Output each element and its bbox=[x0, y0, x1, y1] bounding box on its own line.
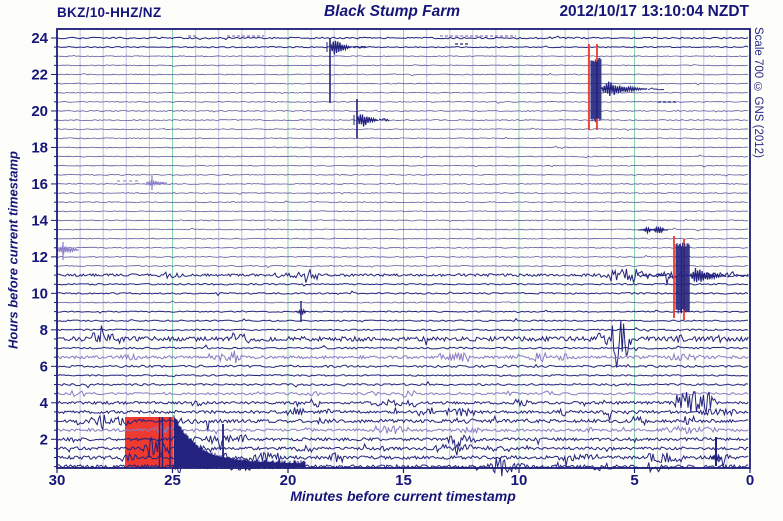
site-name-title: Black Stump Farm bbox=[323, 3, 461, 20]
y-tick-label: 8 bbox=[40, 322, 48, 339]
seismic-events bbox=[56, 38, 750, 467]
dash-marks bbox=[188, 35, 678, 103]
y-tick-label: 6 bbox=[40, 358, 48, 375]
x-tick-label: 5 bbox=[630, 472, 638, 489]
y-tick-label: 20 bbox=[31, 103, 48, 120]
station-channel-label: BKZ/10-HHZ/NZ bbox=[57, 5, 162, 20]
x-tick-label: 25 bbox=[164, 472, 181, 489]
trace-rows bbox=[57, 35, 749, 477]
y-tick-label: 16 bbox=[31, 176, 48, 193]
x-tick-label: 20 bbox=[280, 472, 297, 489]
x-axis-title: Minutes before current timestamp bbox=[290, 488, 516, 504]
clipped-block-layer bbox=[125, 417, 173, 467]
x-tick-label: 30 bbox=[49, 472, 66, 489]
plot-frame bbox=[51, 28, 751, 473]
y-tick-label: 18 bbox=[31, 139, 48, 156]
tick-labels: 24 22 20 18 16 14 12 10 8 6 4 2 30 25 20 15 10 5 0 bbox=[31, 30, 754, 489]
y-tick-label: 12 bbox=[31, 249, 48, 266]
x-tick-label: 10 bbox=[511, 472, 528, 489]
y-tick-label: 14 bbox=[31, 212, 48, 229]
x-tick-label: 15 bbox=[395, 472, 412, 489]
y-tick-label: 22 bbox=[31, 66, 48, 83]
x-tick-label: 0 bbox=[746, 472, 754, 489]
y-tick-label: 2 bbox=[40, 431, 48, 448]
scale-attribution-note: Scale 700 © GNS (2012) bbox=[752, 27, 764, 158]
y-tick-label: 10 bbox=[31, 285, 48, 302]
current-timestamp-label: 2012/10/17 13:10:04 NZDT bbox=[559, 3, 749, 20]
y-tick-label: 24 bbox=[31, 30, 48, 47]
y-tick-label: 4 bbox=[40, 395, 49, 412]
